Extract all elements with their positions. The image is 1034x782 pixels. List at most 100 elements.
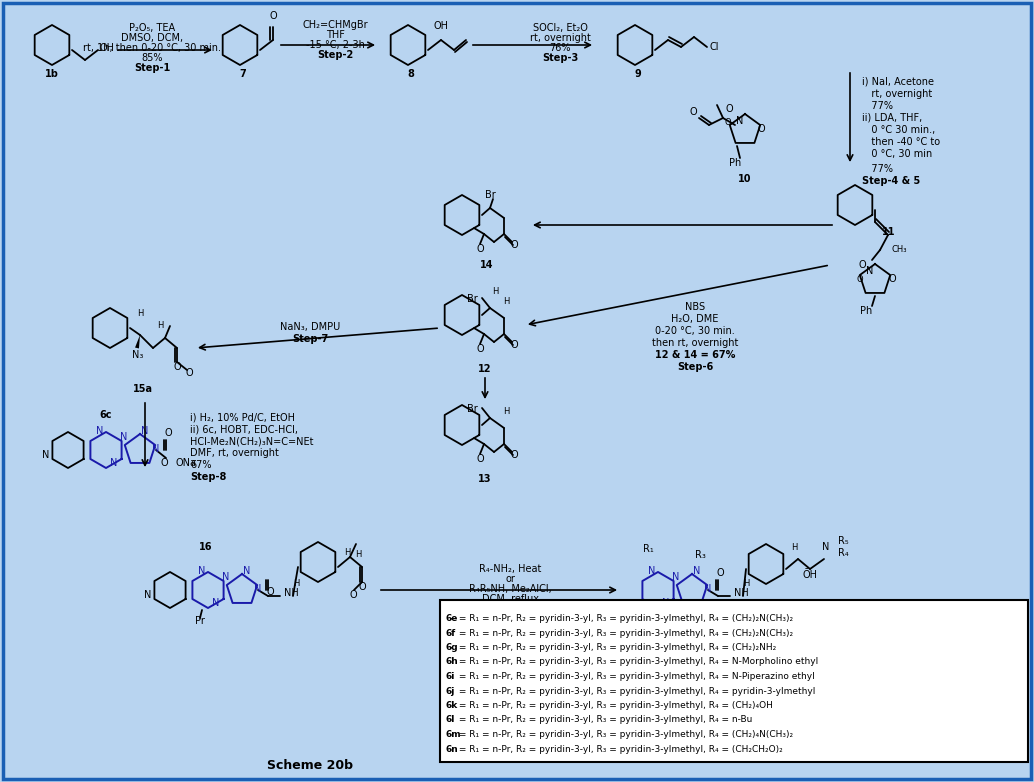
Text: then rt, overnight: then rt, overnight: [651, 338, 738, 348]
Text: O: O: [888, 274, 895, 284]
Text: i) NaI, Acetone: i) NaI, Acetone: [862, 77, 934, 87]
Text: 13: 13: [479, 474, 492, 484]
Text: N: N: [254, 584, 262, 594]
Text: H: H: [791, 543, 797, 552]
Text: O: O: [725, 104, 733, 114]
Text: Br: Br: [485, 190, 495, 200]
Text: N: N: [822, 542, 829, 552]
Text: N: N: [212, 598, 219, 608]
Text: 12 & 14 = 67%: 12 & 14 = 67%: [655, 350, 735, 360]
Text: SOCl₂, Et₂O: SOCl₂, Et₂O: [533, 23, 587, 33]
Text: Step-8: Step-8: [190, 472, 226, 482]
Text: 16: 16: [200, 542, 213, 552]
Text: 14: 14: [480, 260, 494, 270]
Bar: [440, 600, 1028, 762]
Text: CH₃: CH₃: [892, 245, 908, 254]
Text: = R₁ = n-Pr, R₂ = pyridin-3-yl, R₃ = pyridin-3-ylmethyl, R₄ = N-Piperazino ethyl: = R₁ = n-Pr, R₂ = pyridin-3-yl, R₃ = pyr…: [456, 672, 815, 681]
Text: 6m: 6m: [446, 730, 461, 739]
Text: Ph: Ph: [729, 158, 741, 168]
Text: Step-3: Step-3: [542, 53, 578, 63]
Text: 0 °C, 30 min: 0 °C, 30 min: [862, 149, 933, 159]
Text: DMF, rt, overnight: DMF, rt, overnight: [190, 448, 279, 458]
Text: R₃: R₃: [695, 550, 705, 560]
Text: 11: 11: [882, 227, 895, 237]
Text: 10: 10: [738, 174, 752, 184]
Text: = R₁ = n-Pr, R₂ = pyridin-3-yl, R₃ = pyridin-3-ylmethyl, R₄ = (CH₂)₂N(CH₃)₂: = R₁ = n-Pr, R₂ = pyridin-3-yl, R₃ = pyr…: [456, 614, 793, 623]
Text: OH: OH: [433, 21, 449, 31]
Text: P₂O₅, TEA: P₂O₅, TEA: [129, 23, 175, 33]
Text: N: N: [142, 426, 149, 436]
Text: Step-7: Step-7: [292, 334, 328, 344]
Text: 6f: 6f: [446, 629, 456, 637]
Text: 77%: 77%: [862, 164, 893, 174]
Text: 67%: 67%: [190, 460, 212, 470]
Text: = R₁ = n-Pr, R₂ = pyridin-3-yl, R₃ = pyridin-3-ylmethyl, R₄ = (CH₂)₄N(CH₃)₂: = R₁ = n-Pr, R₂ = pyridin-3-yl, R₃ = pyr…: [456, 730, 793, 739]
Text: O: O: [725, 118, 731, 127]
Text: 6k: 6k: [446, 701, 458, 710]
Text: O: O: [269, 11, 277, 21]
Text: N: N: [111, 458, 118, 468]
Text: N: N: [736, 116, 743, 126]
Text: R₁: R₁: [642, 544, 653, 554]
Text: Cl: Cl: [709, 42, 719, 52]
Text: = R₁ = n-Pr, R₂ = pyridin-3-yl, R₃ = pyridin-3-ylmethyl, R₄ = (CH₂)₂NH₂: = R₁ = n-Pr, R₂ = pyridin-3-yl, R₃ = pyr…: [456, 643, 777, 652]
Text: rt, overnight: rt, overnight: [529, 33, 590, 43]
Text: NaN₃, DMPU: NaN₃, DMPU: [280, 322, 340, 332]
Text: Ph: Ph: [860, 306, 872, 316]
Text: H: H: [503, 297, 509, 306]
Text: DCM, reflux: DCM, reflux: [482, 594, 539, 604]
Text: H: H: [355, 550, 361, 559]
Text: rt, 1h, then 0-20 °C, 30 min.: rt, 1h, then 0-20 °C, 30 min.: [83, 43, 221, 53]
Text: R₄R₅NH, Me₂AlCl,: R₄R₅NH, Me₂AlCl,: [468, 584, 551, 594]
Text: O: O: [717, 568, 724, 578]
Text: HCl-Me₂N(CH₂)₃N=C=NEt: HCl-Me₂N(CH₂)₃N=C=NEt: [190, 436, 313, 446]
Text: = R₁ = n-Pr, R₂ = pyridin-3-yl, R₃ = pyridin-3-ylmethyl, R₄ = (CH₂)₂N(CH₃)₂: = R₁ = n-Pr, R₂ = pyridin-3-yl, R₃ = pyr…: [456, 629, 793, 637]
Text: Step-1: Step-1: [133, 63, 171, 73]
Text: N: N: [222, 572, 230, 582]
Text: H: H: [492, 287, 498, 296]
Text: DMSO, DCM,: DMSO, DCM,: [121, 33, 183, 43]
Text: = R₁ = n-Pr, R₂ = pyridin-3-yl, R₃ = pyridin-3-ylmethyl, R₄ = n-Bu: = R₁ = n-Pr, R₂ = pyridin-3-yl, R₃ = pyr…: [456, 716, 753, 724]
Text: H: H: [293, 579, 299, 588]
Text: or: or: [505, 574, 515, 584]
Text: O: O: [160, 458, 168, 468]
Text: = R₁ = n-Pr, R₂ = pyridin-3-yl, R₃ = pyridin-3-ylmethyl, R₄ = (CH₂)₄OH: = R₁ = n-Pr, R₂ = pyridin-3-yl, R₃ = pyr…: [456, 701, 773, 710]
Text: Pr: Pr: [195, 616, 205, 626]
Text: N: N: [152, 444, 159, 454]
Text: Step-9: Step-9: [492, 614, 528, 624]
Text: O: O: [477, 244, 484, 254]
Text: Br: Br: [466, 294, 478, 304]
Text: = R₁ = n-Pr, R₂ = pyridin-3-yl, R₃ = pyridin-3-ylmethyl, R₄ = (CH₂CH₂O)₂: = R₁ = n-Pr, R₂ = pyridin-3-yl, R₃ = pyr…: [456, 744, 783, 754]
Text: 76%: 76%: [549, 43, 571, 53]
Text: 7: 7: [240, 69, 246, 79]
Text: N: N: [648, 566, 656, 576]
Text: O: O: [477, 344, 484, 354]
Text: 77%: 77%: [862, 101, 893, 111]
Text: R₄: R₄: [838, 548, 849, 558]
Text: N: N: [120, 432, 127, 442]
Text: O: O: [349, 590, 357, 600]
Text: R₄-NH₂, Heat: R₄-NH₂, Heat: [479, 564, 541, 574]
Text: OH: OH: [100, 43, 115, 53]
Text: ii) LDA, THF,: ii) LDA, THF,: [862, 113, 922, 123]
Text: O: O: [510, 450, 518, 460]
Text: O: O: [857, 275, 863, 284]
Text: 15a: 15a: [133, 384, 153, 394]
Text: O: O: [266, 587, 274, 597]
Text: 0 °C 30 min.,: 0 °C 30 min.,: [862, 125, 935, 135]
Text: -15 °C, 2-3h: -15 °C, 2-3h: [306, 40, 364, 50]
Text: 6e: 6e: [446, 614, 458, 623]
Text: 6c: 6c: [99, 410, 113, 420]
Text: O: O: [510, 240, 518, 250]
Text: O: O: [757, 124, 765, 134]
Text: 6j: 6j: [446, 687, 455, 695]
Text: THF: THF: [326, 30, 344, 40]
Text: N: N: [96, 426, 103, 436]
Text: 12: 12: [479, 364, 492, 374]
Text: 6l: 6l: [446, 716, 455, 724]
Text: 1b: 1b: [45, 69, 59, 79]
Text: H: H: [742, 579, 750, 588]
Text: O: O: [173, 362, 181, 372]
Text: Scheme 20b: Scheme 20b: [267, 759, 353, 772]
Text: 6h: 6h: [446, 658, 459, 666]
